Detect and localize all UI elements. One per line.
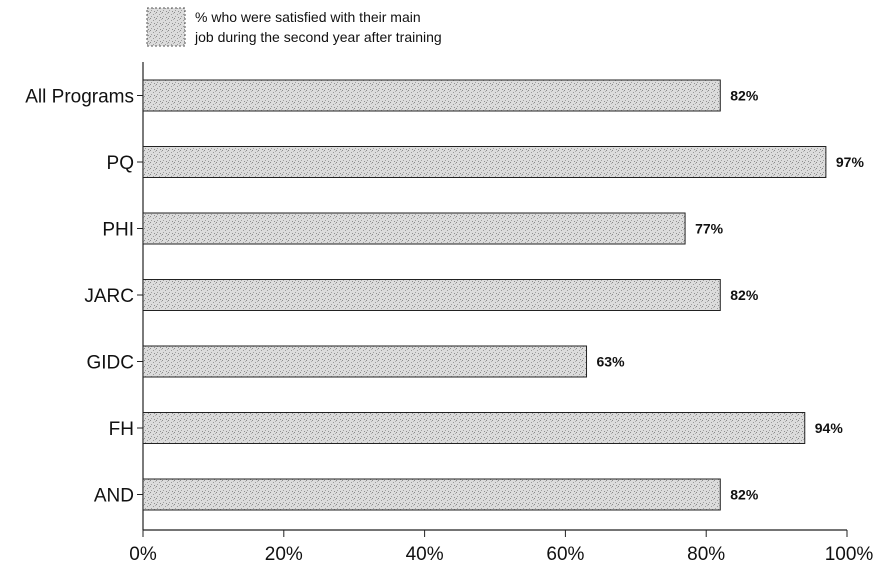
x-tick-label: 60% bbox=[546, 544, 584, 565]
legend-text-line1: % who were satisfied with their main bbox=[195, 9, 421, 25]
x-tick-label: 0% bbox=[129, 544, 157, 565]
value-label: 77% bbox=[695, 221, 724, 237]
x-tick-label: 40% bbox=[406, 544, 444, 565]
category-label: PHI bbox=[102, 220, 134, 241]
bar-pq bbox=[142, 146, 827, 178]
value-label: 82% bbox=[730, 487, 759, 503]
x-ticks: 0% 20% 40% 60% 80% 100% bbox=[129, 530, 873, 565]
x-tick-label: 20% bbox=[265, 544, 303, 565]
bar-and bbox=[142, 478, 721, 511]
y-ticks bbox=[137, 95, 143, 495]
category-label: PQ bbox=[107, 153, 134, 174]
category-label: GIDC bbox=[87, 353, 135, 374]
bar-gidc bbox=[142, 345, 588, 378]
value-label: 97% bbox=[836, 154, 865, 170]
value-label: 82% bbox=[730, 287, 759, 303]
value-labels: 82% 97% 77% 82% 63% 94% 82% bbox=[597, 88, 865, 503]
x-tick-label: 80% bbox=[687, 544, 725, 565]
category-label: AND bbox=[94, 486, 134, 507]
legend-swatch bbox=[146, 7, 186, 47]
legend: % who were satisfied with their main job… bbox=[146, 7, 442, 47]
legend-text-line2: job during the second year after trainin… bbox=[194, 29, 442, 45]
bars bbox=[142, 79, 827, 511]
category-label: FH bbox=[109, 419, 134, 440]
category-labels: All Programs PQ PHI JARC GIDC FH AND bbox=[25, 87, 134, 507]
value-label: 63% bbox=[597, 354, 626, 370]
bar-phi bbox=[142, 212, 686, 245]
bar-all-programs bbox=[142, 79, 721, 112]
category-label: JARC bbox=[84, 286, 134, 307]
value-label: 94% bbox=[815, 420, 844, 436]
x-tick-label: 100% bbox=[825, 544, 874, 565]
category-label: All Programs bbox=[25, 87, 134, 108]
value-label: 82% bbox=[730, 88, 759, 104]
bar-fh bbox=[142, 412, 806, 444]
bar-jarc bbox=[142, 279, 721, 311]
